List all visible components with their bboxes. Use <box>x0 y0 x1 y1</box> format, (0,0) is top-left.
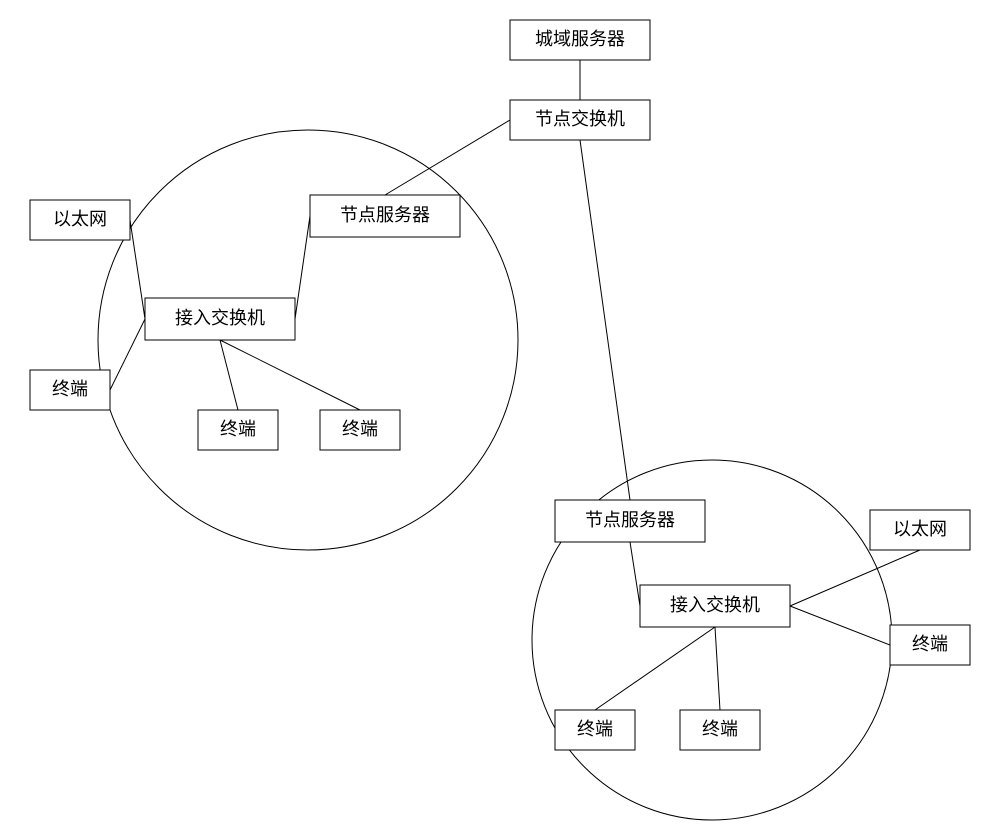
node-label: 以太网 <box>893 519 947 539</box>
node-label: 节点交换机 <box>535 109 625 129</box>
node-terminal_r1: 终端 <box>555 710 635 750</box>
node-metro_server: 城域服务器 <box>510 20 650 60</box>
node-label: 终端 <box>702 719 738 739</box>
edge <box>790 606 890 645</box>
edge <box>220 340 360 410</box>
node-terminal_r2: 终端 <box>680 710 760 750</box>
node-terminal_left_out: 终端 <box>30 370 110 410</box>
node-ethernet_right: 以太网 <box>870 510 970 550</box>
node-label: 节点服务器 <box>585 510 675 530</box>
node-label: 终端 <box>577 719 613 739</box>
node-node_server_r: 节点服务器 <box>555 500 705 542</box>
node-label: 城域服务器 <box>535 29 625 49</box>
node-label: 接入交换机 <box>175 308 265 328</box>
clusters-layer <box>98 130 892 820</box>
node-ethernet_left: 以太网 <box>30 200 130 240</box>
node-label: 节点服务器 <box>340 205 430 225</box>
node-label: 终端 <box>342 419 378 439</box>
node-terminal_l2: 终端 <box>320 410 400 450</box>
node-access_sw_r: 接入交换机 <box>640 585 790 627</box>
node-label: 以太网 <box>53 209 107 229</box>
node-access_sw_l: 接入交换机 <box>145 298 295 340</box>
edge <box>295 216 310 319</box>
node-node_server_l: 节点服务器 <box>310 195 460 237</box>
network-diagram: 城域服务器节点交换机以太网终端节点服务器接入交换机终端终端节点服务器接入交换机终… <box>0 0 1000 826</box>
nodes-layer: 城域服务器节点交换机以太网终端节点服务器接入交换机终端终端节点服务器接入交换机终… <box>30 20 970 750</box>
node-node_switch: 节点交换机 <box>510 100 650 140</box>
node-terminal_l1: 终端 <box>198 410 278 450</box>
node-label: 终端 <box>52 379 88 399</box>
edges-layer <box>110 60 920 710</box>
edge <box>110 319 145 390</box>
edge <box>630 542 640 606</box>
node-label: 接入交换机 <box>670 595 760 615</box>
edge <box>595 627 715 710</box>
node-label: 终端 <box>220 419 256 439</box>
edge <box>790 550 920 606</box>
edge <box>130 220 145 319</box>
node-terminal_right_out: 终端 <box>890 625 970 665</box>
edge <box>220 340 238 410</box>
edge <box>385 120 510 195</box>
edge <box>580 140 630 500</box>
edge <box>715 627 720 710</box>
node-label: 终端 <box>912 634 948 654</box>
